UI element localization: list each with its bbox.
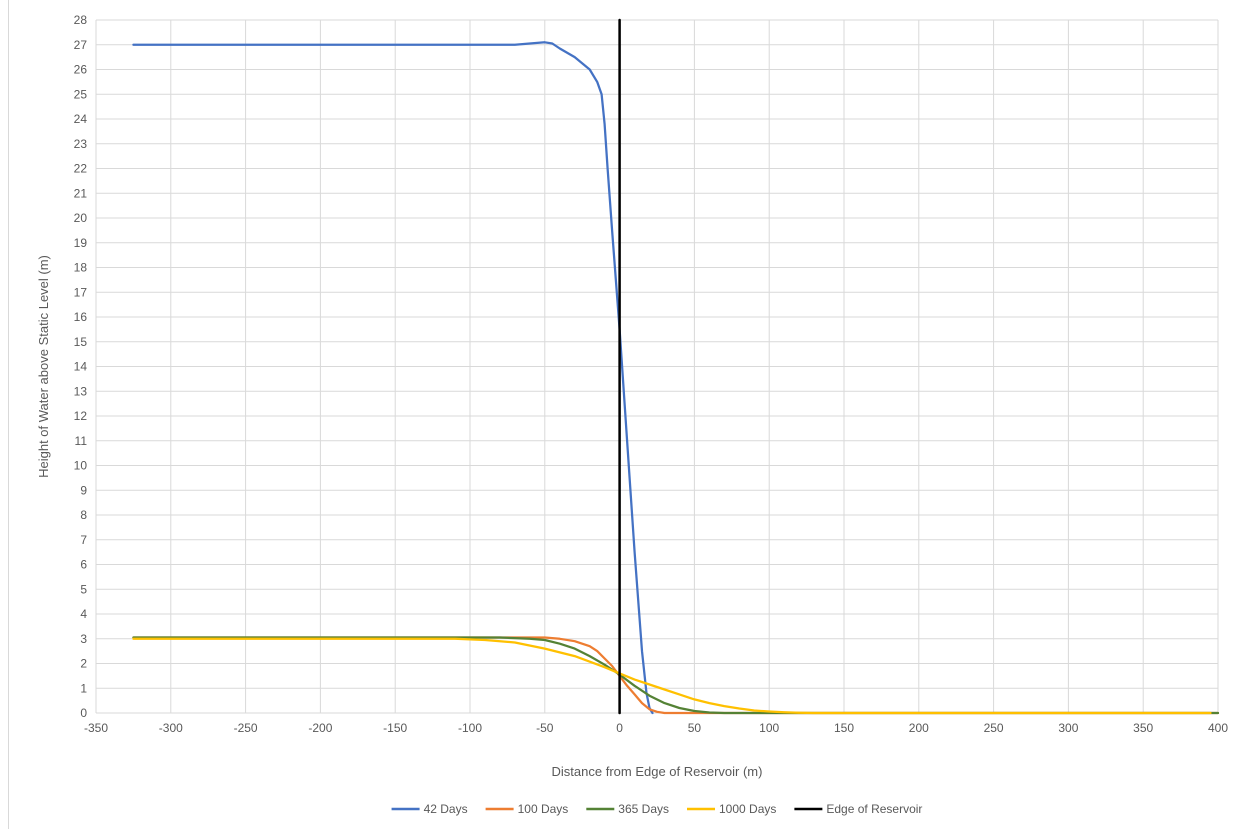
x-tick-label: 400 [1208,721,1228,735]
legend-item-365-days: 365 Days [586,802,669,816]
series-line-42-days [132,41,654,715]
x-tick-label: -250 [234,721,258,735]
y-tick-label: 18 [74,261,88,275]
series-lines [132,18,1220,715]
y-tick-label: 22 [74,162,88,176]
legend-label: 100 Days [518,802,569,816]
legend-item-100-days: 100 Days [485,802,569,816]
x-tick-label: -150 [383,721,407,735]
legend-label: Edge of Reservoir [826,802,922,816]
x-tick-label: -100 [458,721,482,735]
y-tick-label: 10 [74,459,88,473]
x-tick-label: -350 [84,721,108,735]
x-axis-tick-labels: -350 -300 -250 -200 -150 -100 -50 0 50 100 150 200 2… [84,721,1228,735]
series-line-1000-days [132,637,1212,715]
y-tick-label: 25 [74,87,88,101]
y-tick-label: 3 [80,632,87,646]
x-tick-label: 100 [759,721,779,735]
x-tick-label: -50 [536,721,554,735]
legend-label: 1000 Days [719,802,776,816]
x-tick-label: -300 [159,721,183,735]
series-line-100-days [132,636,1220,715]
x-tick-label: 0 [616,721,623,735]
x-tick-label: 50 [688,721,702,735]
legend-item-edge-of-reservoir: Edge of Reservoir [794,802,922,816]
y-tick-label: 23 [74,137,88,151]
y-tick-label: 0 [80,706,87,720]
y-tick-label: 11 [75,434,88,448]
y-tick-label: 26 [74,63,88,77]
x-tick-label: 150 [834,721,854,735]
series-line-365-days [132,636,1220,715]
gridlines [95,19,1219,714]
y-axis-title: Height of Water above Static Level (m) [36,255,51,478]
x-tick-label: 200 [909,721,929,735]
y-tick-label: 14 [74,360,88,374]
legend-item-42-days: 42 Days [391,802,468,816]
x-tick-label: 300 [1058,721,1078,735]
y-tick-label: 24 [74,112,88,126]
y-tick-label: 19 [74,236,88,250]
x-tick-label: -200 [308,721,332,735]
y-tick-label: 16 [74,310,88,324]
y-tick-label: 4 [80,607,87,621]
x-tick-label: 250 [984,721,1004,735]
y-tick-label: 13 [74,384,88,398]
x-tick-label: 350 [1133,721,1153,735]
y-tick-label: 1 [80,681,87,695]
legend-item-1000-days: 1000 Days [687,802,776,816]
y-tick-label: 21 [74,186,88,200]
y-tick-label: 6 [80,558,87,572]
y-tick-label: 17 [74,285,88,299]
chart-frame-edge [8,0,9,829]
y-tick-label: 28 [74,13,88,27]
y-tick-label: 7 [80,533,87,547]
y-tick-label: 2 [80,657,87,671]
y-tick-label: 15 [74,335,88,349]
legend-label: 365 Days [618,802,669,816]
y-tick-label: 20 [74,211,88,225]
y-tick-label: 9 [80,483,87,497]
y-tick-label: 5 [80,582,87,596]
y-tick-label: 27 [74,38,88,52]
y-tick-label: 8 [80,508,87,522]
legend: 42 Days 100 Days 365 Days 1000 Days Edge of … [391,802,922,816]
x-axis-title: Distance from Edge of Reservoir (m) [552,764,763,779]
y-tick-label: 12 [74,409,88,423]
y-axis-tick-labels: 0123456789101112131415161718192021222324… [74,13,88,720]
legend-label: 42 Days [424,802,468,816]
